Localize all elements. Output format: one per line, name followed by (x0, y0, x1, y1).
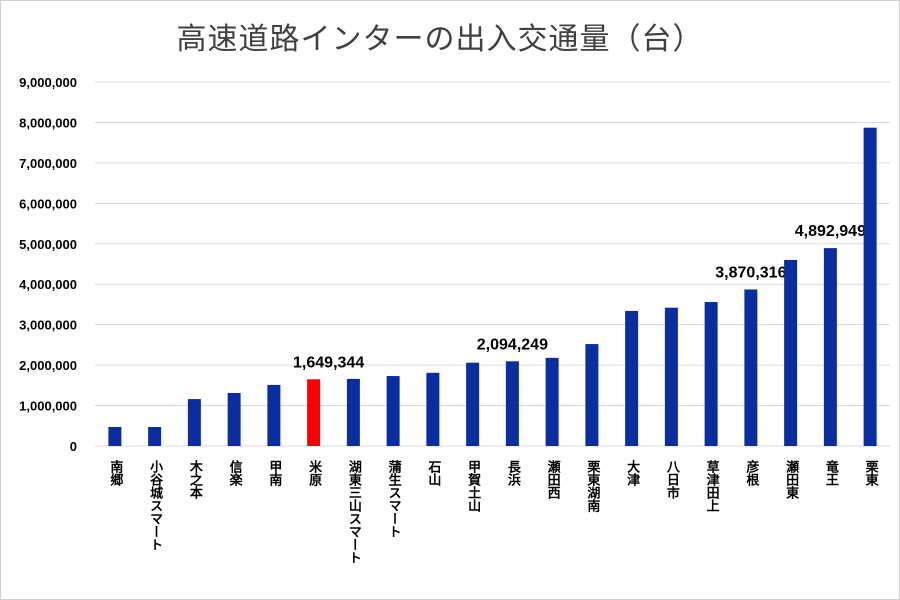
x-tick-label: 信楽 (227, 459, 244, 487)
bar (386, 376, 400, 446)
bar (187, 399, 201, 446)
bar (426, 372, 440, 446)
data-label: 4,892,949 (795, 223, 866, 240)
x-tick-label: 南郷 (107, 459, 123, 487)
x-tick-label: 彦根 (743, 459, 759, 487)
y-tick-label: 8,000,000 (19, 115, 77, 130)
bar (466, 362, 480, 446)
x-tick-label: 甲南 (266, 460, 282, 487)
data-label: 2,094,249 (477, 336, 548, 353)
data-label: 3,870,316 (715, 264, 786, 281)
bar (307, 379, 321, 446)
y-tick-label: 7,000,000 (19, 156, 77, 171)
x-tick-label: 草津田上 (704, 459, 720, 512)
y-tick-label: 2,000,000 (19, 358, 77, 373)
x-tick-label: 栗東湖南 (584, 460, 600, 513)
x-tick-label: 蒲生スマート (386, 459, 402, 538)
chart-title: 高速道路インターの出入交通量（台） (176, 22, 704, 57)
bar (108, 426, 122, 446)
y-tick-label: 0 (70, 439, 77, 454)
y-tick-label: 9,000,000 (19, 75, 77, 90)
y-tick-label: 1,000,000 (19, 399, 77, 414)
bar (625, 310, 639, 446)
y-tick-label: 6,000,000 (19, 196, 77, 211)
bar (784, 259, 798, 446)
y-tick-label: 3,000,000 (19, 318, 77, 333)
bar (744, 289, 758, 446)
bar (267, 384, 281, 446)
data-label: 1,649,344 (293, 354, 364, 371)
x-tick-label: 甲賀土山 (465, 460, 482, 513)
bar (823, 248, 837, 446)
bar (664, 307, 678, 446)
x-tick-label: 栗東 (863, 460, 879, 487)
x-tick-label: 小谷城スマート (147, 460, 163, 551)
bar (346, 378, 360, 446)
x-tick-label: 木之本 (187, 459, 204, 500)
bar (148, 426, 162, 446)
x-tick-label: 米原 (306, 459, 322, 487)
bar (545, 357, 559, 446)
x-tick-label: 湖東三山スマート (346, 460, 362, 564)
x-tick-label: 八日市 (664, 460, 681, 500)
x-tick-label: 大津 (624, 459, 640, 487)
bar (227, 393, 241, 446)
x-tick-label: 竜王 (823, 459, 839, 486)
y-tick-label: 5,000,000 (19, 237, 77, 252)
x-tick-label: 瀬田西 (545, 459, 561, 500)
x-tick-label: 石山 (425, 460, 442, 487)
bar (863, 127, 877, 447)
bar (585, 344, 599, 446)
x-tick-label: 瀬田東 (783, 459, 799, 500)
bar (704, 302, 718, 446)
x-tick-label: 長浜 (505, 460, 521, 487)
y-tick-label: 4,000,000 (19, 277, 77, 292)
bar (505, 361, 519, 446)
